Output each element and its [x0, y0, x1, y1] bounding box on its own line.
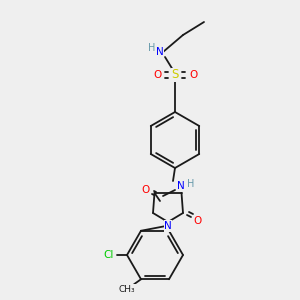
Text: CH₃: CH₃: [119, 285, 135, 294]
Text: O: O: [141, 185, 149, 195]
Text: O: O: [189, 70, 197, 80]
Text: N: N: [156, 47, 164, 57]
Text: O: O: [153, 70, 161, 80]
Text: Cl: Cl: [104, 250, 114, 260]
Text: H: H: [148, 43, 156, 53]
Text: O: O: [193, 216, 201, 226]
Text: N: N: [164, 221, 172, 231]
Text: H: H: [187, 179, 195, 189]
Text: S: S: [171, 68, 179, 82]
Text: N: N: [177, 181, 185, 191]
